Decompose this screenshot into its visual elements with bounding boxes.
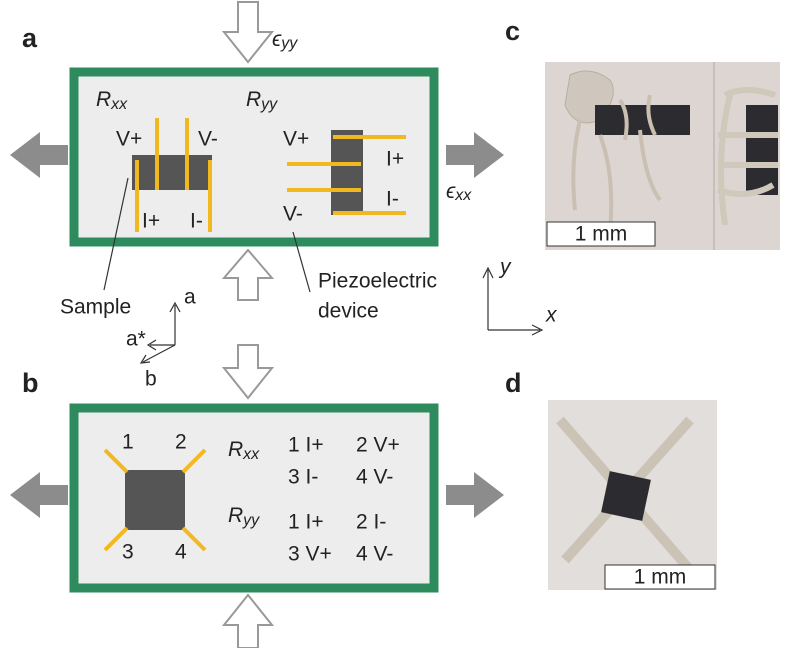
contact-label: 3 xyxy=(122,541,134,564)
contact-label: V- xyxy=(283,203,303,226)
contact-label: V+ xyxy=(283,128,309,151)
contact-label: V+ xyxy=(116,128,142,151)
text-part: yy xyxy=(280,35,298,52)
scale-label: 1 mm xyxy=(575,223,628,246)
micrograph xyxy=(548,400,717,590)
assignment: 2 I- xyxy=(356,511,386,534)
assignment: 4 V- xyxy=(356,466,393,489)
panel-label: d xyxy=(505,368,522,398)
axis-label: a xyxy=(184,286,196,309)
text-part: yy xyxy=(260,96,278,113)
sample-label: Sample xyxy=(60,296,131,319)
assignment: 3 I- xyxy=(288,466,318,489)
tension-arrow xyxy=(446,472,504,518)
strain-label: ϵyy xyxy=(272,28,298,53)
contact-label: I+ xyxy=(386,148,404,171)
text-part: xx xyxy=(454,187,472,204)
text-part: R xyxy=(228,504,243,527)
sample-bar xyxy=(132,155,212,190)
axis-label: y xyxy=(498,256,512,279)
axis-label: b xyxy=(145,368,157,391)
compress-arrow xyxy=(224,2,272,62)
sample-square xyxy=(125,470,185,530)
device-label: device xyxy=(318,300,379,323)
tension-arrow xyxy=(10,132,68,178)
text-part: R xyxy=(96,88,111,111)
contact-label: V- xyxy=(198,128,218,151)
figure: a ϵyy ϵxx Rxx V+ V- I+ I- Ryy V+ I+ V- I… xyxy=(0,0,809,648)
contact-label: 1 xyxy=(122,431,134,454)
compress-arrow xyxy=(224,595,272,648)
text-part: yy xyxy=(242,512,260,529)
crystal-axes xyxy=(141,303,180,363)
text-part: xx xyxy=(242,446,260,463)
strain-label: ϵxx xyxy=(446,180,472,205)
text-part: R xyxy=(246,88,261,111)
axis-label: a* xyxy=(126,328,146,351)
axis-label: x xyxy=(545,304,558,327)
tension-arrow xyxy=(10,472,68,518)
contact-label: I- xyxy=(386,188,399,211)
contact-label: I+ xyxy=(142,210,160,233)
assignment: 2 V+ xyxy=(356,434,400,457)
tension-arrow xyxy=(446,132,504,178)
text-part: xx xyxy=(110,96,128,113)
compress-arrow xyxy=(224,345,272,398)
text-part: R xyxy=(228,438,243,461)
compress-arrow xyxy=(224,250,272,300)
assignment: 1 I+ xyxy=(288,434,324,457)
scale-label: 1 mm xyxy=(634,566,687,589)
assignment: 3 V+ xyxy=(288,543,332,566)
assignment: 4 V- xyxy=(356,543,393,566)
panel-label: a xyxy=(22,23,38,53)
coordinate-axes xyxy=(483,268,542,335)
device-label: Piezoelectric xyxy=(318,270,437,293)
sample-bar xyxy=(331,130,363,215)
contact-label: 2 xyxy=(175,431,187,454)
contact-label: I- xyxy=(190,210,203,233)
assignment: 1 I+ xyxy=(288,511,324,534)
contact-label: 4 xyxy=(175,541,187,564)
panel-label: b xyxy=(22,368,39,398)
panel-label: c xyxy=(505,16,520,46)
